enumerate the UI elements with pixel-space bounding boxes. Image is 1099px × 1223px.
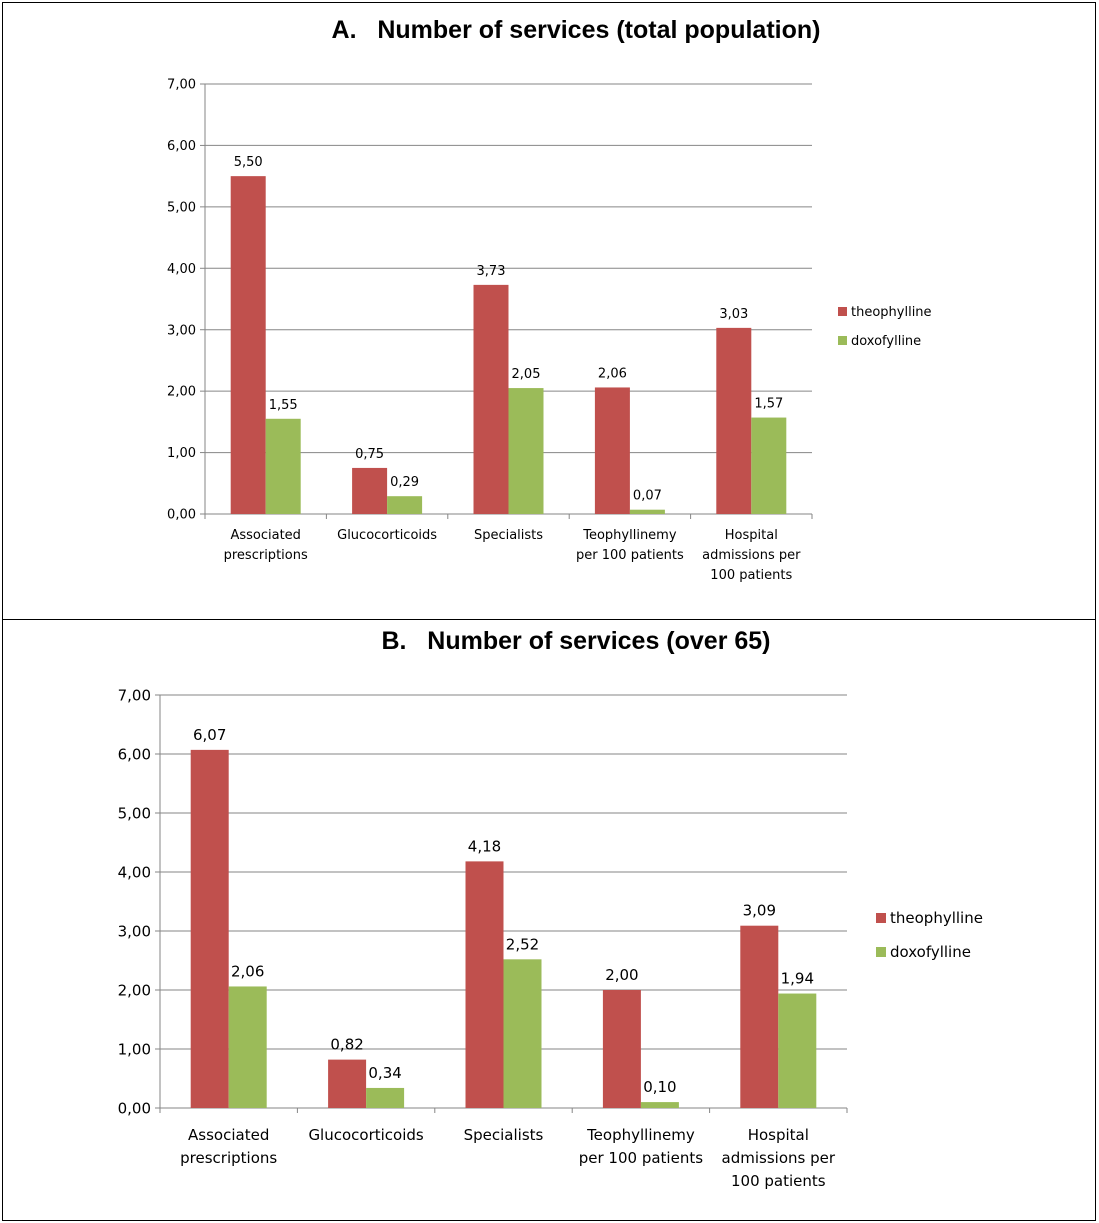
y-tick-label: 7,00 (167, 78, 196, 93)
x-category-label: Teophyllinemy (586, 1126, 695, 1144)
bar-theophylline (716, 327, 752, 514)
bar-doxofylline (751, 417, 787, 514)
bar-theophylline (190, 749, 229, 1108)
chart-b-svg: B. Number of services (over 65) 0,00 1,00 2… (118, 627, 983, 1190)
x-category-label: admissions per (722, 1149, 836, 1167)
chart-panel-a: A. Number of services (total population)… (2, 2, 1096, 619)
x-category-label: Glucocorticoids (337, 528, 437, 543)
y-tick-label: 1,00 (118, 1040, 151, 1058)
x-category-label: Teophyllinemy (582, 528, 677, 543)
x-category-label: Hospital (748, 1126, 809, 1144)
data-label: 0,29 (390, 475, 419, 490)
y-tick-label: 6,00 (118, 745, 151, 763)
x-category-label: prescriptions (224, 548, 308, 563)
y-tick-label: 3,00 (167, 323, 196, 338)
data-label: 3,03 (719, 307, 748, 322)
data-label: 0,75 (355, 447, 384, 462)
data-label: 6,07 (193, 726, 226, 744)
bar-doxofylline (366, 1087, 405, 1108)
legend-label-doxofylline: doxofylline (851, 334, 921, 349)
x-category-label: admissions per (702, 548, 801, 563)
data-label: 3,09 (743, 902, 776, 920)
legend-swatch-doxofylline (876, 947, 886, 957)
x-category-label: Glucocorticoids (308, 1126, 423, 1144)
legend-label-theophylline: theophylline (890, 909, 983, 927)
y-tick-label: 2,00 (167, 385, 196, 400)
chart-b-title: B. Number of services (over 65) (381, 627, 770, 655)
legend-swatch-theophylline (838, 307, 847, 316)
data-label: 0,10 (643, 1078, 676, 1096)
data-label: 1,57 (754, 397, 783, 412)
x-category-label: 100 patients (710, 568, 792, 583)
bar-theophylline (465, 861, 504, 1108)
x-category-label: prescriptions (180, 1149, 277, 1167)
data-label: 2,06 (598, 366, 627, 381)
legend-label-doxofylline: doxofylline (890, 943, 971, 961)
x-category-label: Hospital (725, 528, 778, 543)
bar-doxofylline (508, 388, 544, 514)
bar-doxofylline (265, 418, 301, 514)
bar-theophylline (230, 176, 266, 514)
y-tick-label: 4,00 (167, 262, 196, 277)
bar-doxofylline (503, 959, 542, 1108)
chart-a-svg: A. Number of services (total population)… (167, 16, 932, 583)
bar-theophylline (594, 387, 630, 514)
y-tick-label: 0,00 (118, 1099, 151, 1117)
data-label: 1,55 (269, 398, 298, 413)
data-label: 2,06 (231, 962, 264, 980)
y-tick-label: 5,00 (167, 200, 196, 215)
bar-theophylline (602, 990, 641, 1108)
bar-doxofylline (387, 496, 423, 514)
x-category-label: Associated (230, 528, 300, 543)
bar-doxofylline (778, 993, 817, 1108)
data-label: 0,07 (633, 489, 662, 504)
x-category-label: per 100 patients (579, 1149, 703, 1167)
x-category-label: Specialists (464, 1126, 544, 1144)
x-category-label: Specialists (474, 528, 543, 543)
legend-label-theophylline: theophylline (851, 305, 932, 320)
y-tick-label: 6,00 (167, 139, 196, 154)
data-label: 2,52 (506, 935, 539, 953)
bar-theophylline (473, 284, 509, 514)
data-label: 2,05 (512, 367, 541, 382)
y-tick-label: 7,00 (118, 686, 151, 704)
bar-doxofylline (629, 509, 665, 514)
data-label: 3,73 (477, 264, 506, 279)
legend-swatch-doxofylline (838, 336, 847, 345)
bar-doxofylline (228, 986, 267, 1108)
y-tick-label: 5,00 (118, 804, 151, 822)
data-label: 2,00 (605, 966, 638, 984)
x-category-label: Associated (188, 1126, 269, 1144)
data-label: 0,34 (368, 1064, 401, 1082)
chart-a-title: A. Number of services (total population) (332, 16, 821, 44)
bar-theophylline (352, 467, 388, 514)
data-label: 4,18 (468, 837, 501, 855)
data-label: 5,50 (234, 155, 263, 170)
x-category-label: per 100 patients (576, 548, 684, 563)
y-tick-label: 0,00 (167, 508, 196, 523)
y-tick-label: 3,00 (118, 922, 151, 940)
y-tick-label: 1,00 (167, 446, 196, 461)
panel-divider (2, 619, 1096, 620)
y-tick-label: 2,00 (118, 981, 151, 999)
bar-doxofylline (640, 1102, 679, 1108)
legend-swatch-theophylline (876, 913, 886, 923)
bar-theophylline (328, 1059, 367, 1108)
bar-theophylline (740, 925, 779, 1108)
data-label: 0,82 (330, 1036, 363, 1054)
y-tick-label: 4,00 (118, 863, 151, 881)
chart-panel-b: B. Number of services (over 65) 0,00 1,00 2… (2, 620, 1096, 1221)
data-label: 1,94 (781, 970, 814, 988)
x-category-label: 100 patients (731, 1172, 826, 1190)
